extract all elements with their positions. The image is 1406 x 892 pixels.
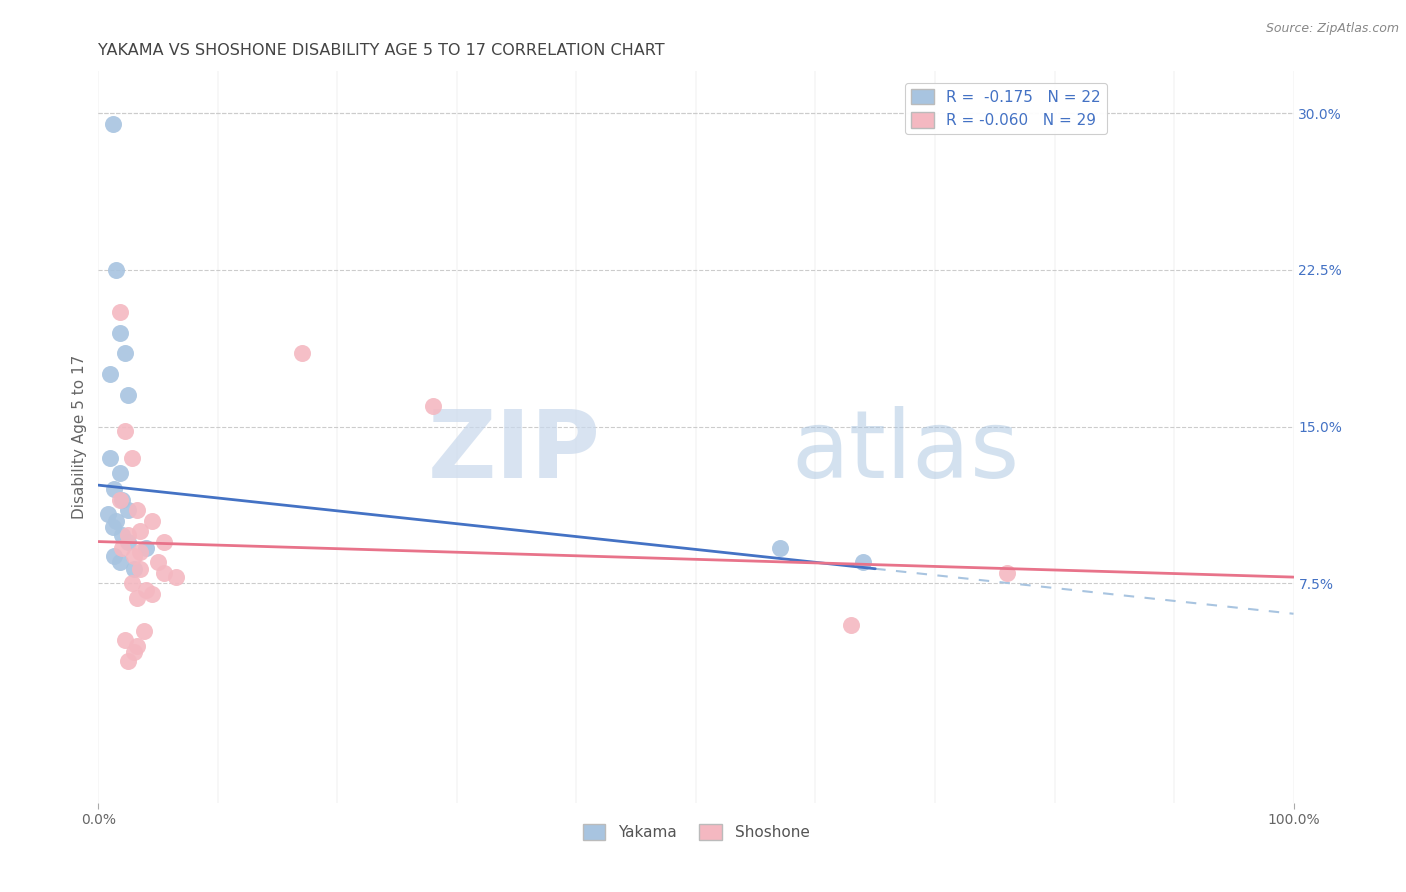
- Point: [422, 399, 444, 413]
- Point: [101, 117, 124, 131]
- Point: [995, 566, 1018, 580]
- Point: [108, 326, 131, 340]
- Point: [153, 534, 176, 549]
- Point: [135, 582, 157, 597]
- Point: [121, 576, 143, 591]
- Point: [114, 346, 136, 360]
- Text: YAKAMA VS SHOSHONE DISABILITY AGE 5 TO 17 CORRELATION CHART: YAKAMA VS SHOSHONE DISABILITY AGE 5 TO 1…: [98, 43, 665, 58]
- Point: [117, 503, 139, 517]
- Point: [129, 524, 152, 538]
- Point: [125, 503, 148, 517]
- Point: [124, 549, 146, 564]
- Text: ZIP: ZIP: [427, 406, 600, 498]
- Point: [108, 556, 131, 570]
- Point: [129, 562, 152, 576]
- Point: [97, 508, 120, 522]
- Text: atlas: atlas: [792, 406, 1019, 498]
- Point: [98, 368, 122, 382]
- Point: [124, 645, 146, 659]
- Point: [141, 514, 163, 528]
- Point: [124, 562, 146, 576]
- Point: [108, 466, 131, 480]
- Point: [841, 618, 863, 632]
- Point: [111, 492, 134, 507]
- Point: [108, 492, 131, 507]
- Point: [117, 534, 139, 549]
- Point: [117, 654, 139, 668]
- Point: [103, 483, 125, 497]
- Point: [103, 549, 125, 564]
- Y-axis label: Disability Age 5 to 17: Disability Age 5 to 17: [72, 355, 87, 519]
- Point: [121, 450, 143, 465]
- Point: [105, 263, 128, 277]
- Point: [148, 556, 170, 570]
- Point: [108, 304, 131, 318]
- Point: [129, 545, 152, 559]
- Point: [291, 346, 314, 360]
- Point: [769, 541, 792, 555]
- Point: [111, 528, 134, 542]
- Point: [117, 528, 139, 542]
- Point: [125, 591, 148, 605]
- Point: [165, 570, 187, 584]
- Point: [852, 556, 875, 570]
- Point: [141, 587, 163, 601]
- Legend: Yakama, Shoshone: Yakama, Shoshone: [576, 818, 815, 847]
- Point: [105, 514, 128, 528]
- Point: [98, 450, 122, 465]
- Point: [135, 541, 157, 555]
- Point: [117, 388, 139, 402]
- Point: [132, 624, 155, 639]
- Point: [153, 566, 176, 580]
- Text: Source: ZipAtlas.com: Source: ZipAtlas.com: [1265, 22, 1399, 36]
- Point: [114, 632, 136, 647]
- Point: [101, 520, 124, 534]
- Point: [111, 541, 134, 555]
- Point: [125, 639, 148, 653]
- Point: [114, 424, 136, 438]
